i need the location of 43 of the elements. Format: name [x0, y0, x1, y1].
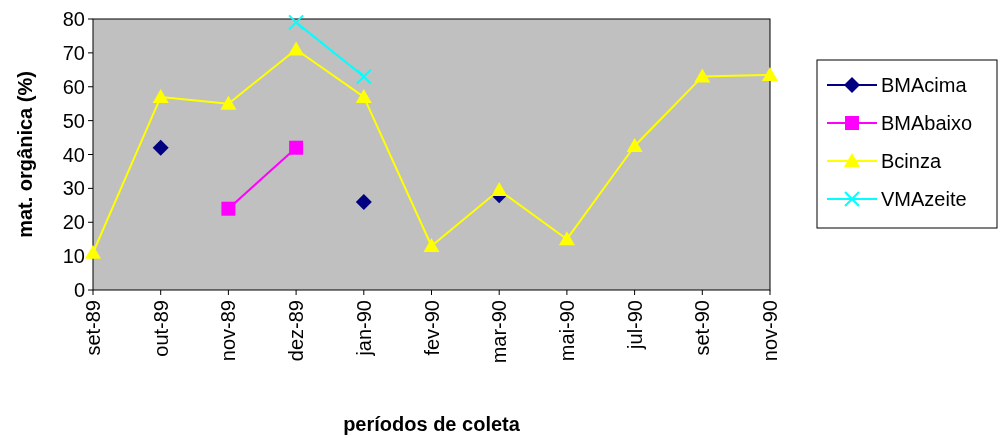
legend-label: BMAcima	[881, 74, 968, 96]
y-tick-label: 0	[73, 279, 85, 301]
x-tick-label: nov-90	[759, 300, 781, 362]
point	[694, 68, 711, 83]
point	[355, 68, 372, 85]
y-tick-label: 40	[62, 143, 85, 166]
point	[221, 201, 236, 216]
x-tick-label: nov-89	[217, 300, 240, 362]
x-axis-title: períodos de coleta	[343, 413, 521, 435]
x-tick-label: set-90	[691, 300, 714, 356]
x-tick-label: fev-90	[420, 300, 443, 356]
y-tick-label: 70	[62, 41, 85, 64]
point	[762, 66, 778, 81]
y-axis-title: mat. orgânica (%)	[14, 71, 36, 238]
point	[355, 88, 372, 103]
point	[289, 140, 304, 155]
x-tick-label: mai-90	[555, 300, 578, 362]
x-tick-label: dez-89	[285, 300, 308, 362]
point	[355, 193, 372, 210]
x-tick-label: out-89	[149, 300, 172, 357]
y-tick-label: 10	[62, 245, 85, 268]
point	[152, 88, 169, 103]
point	[423, 237, 440, 252]
point	[288, 41, 305, 56]
point	[491, 182, 508, 197]
x-tick-label: jan-90	[352, 300, 375, 357]
point	[220, 95, 237, 110]
point	[152, 139, 169, 156]
x-tick-label: mar-90	[488, 300, 511, 364]
y-tick-label: 80	[62, 8, 85, 30]
point	[558, 231, 575, 246]
y-tick-label: 50	[62, 109, 85, 132]
point	[288, 14, 305, 31]
x-tick-label: set-89	[82, 300, 104, 356]
y-tick-label: 60	[62, 75, 85, 98]
x-tick-label: jul-90	[623, 300, 646, 350]
point	[85, 244, 101, 259]
legend-label: BMAbaixo	[881, 112, 973, 134]
point	[626, 138, 643, 153]
y-tick-label: 30	[62, 177, 85, 200]
legend-label: Bcinza	[881, 150, 942, 172]
legend-label: VMAzeite	[881, 188, 967, 210]
y-tick-label: 20	[62, 211, 85, 234]
